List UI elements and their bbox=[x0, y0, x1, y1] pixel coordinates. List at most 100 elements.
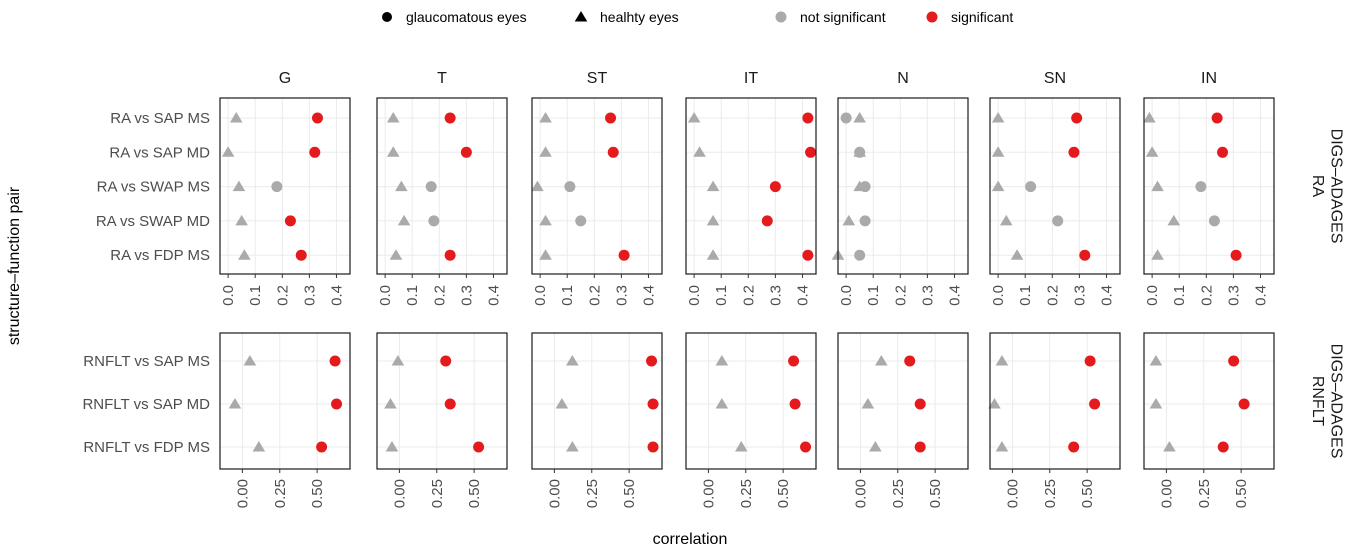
x-tick-label: 0.0 bbox=[1144, 285, 1161, 306]
panel-border bbox=[989, 97, 1121, 275]
panel-border bbox=[837, 332, 969, 470]
x-tick-label: 0.00 bbox=[700, 479, 717, 508]
healthy-point bbox=[988, 398, 1001, 409]
facet-panel: 0.00 0.25 0.50 bbox=[376, 332, 508, 508]
glaucomatous-point bbox=[805, 146, 817, 158]
glaucomatous-point bbox=[1089, 398, 1101, 410]
x-tick-label: 0.3 bbox=[1071, 285, 1088, 306]
healthy-point bbox=[687, 112, 701, 123]
x-tick-label: 0.25 bbox=[1196, 479, 1213, 508]
healthy-point bbox=[1167, 214, 1181, 226]
x-tick-label: 0.50 bbox=[1233, 479, 1250, 508]
x-tick-label: 0.4 bbox=[1252, 285, 1269, 306]
healthy-point bbox=[539, 214, 552, 226]
healthy-point bbox=[566, 441, 579, 452]
healthy-point bbox=[995, 355, 1009, 366]
glaucomatous-point bbox=[309, 146, 321, 158]
y-tick-label: RA vs SAP MS bbox=[110, 110, 210, 127]
y-axis-title: structure–function pair bbox=[6, 186, 23, 345]
glaucomatous-point bbox=[1238, 398, 1250, 410]
x-tick-label: 0.2 bbox=[431, 285, 448, 306]
glaucomatous-point bbox=[428, 215, 440, 227]
x-tick-label: 0.2 bbox=[274, 285, 291, 306]
glaucomatous-point bbox=[1052, 215, 1064, 227]
x-axis-title: correlation bbox=[653, 531, 728, 548]
healthy-point bbox=[706, 249, 720, 260]
glaucomatous-point bbox=[788, 355, 800, 367]
panel-border bbox=[837, 97, 969, 275]
healthy-point bbox=[1010, 249, 1024, 260]
panel-border bbox=[685, 97, 817, 275]
healthy-point bbox=[706, 214, 720, 226]
glaucomatous-point bbox=[312, 112, 323, 124]
x-tick-label: 0.25 bbox=[272, 479, 289, 508]
legend-color-key bbox=[775, 11, 787, 23]
x-tick-label: 0.0 bbox=[990, 285, 1007, 306]
glaucomatous-point bbox=[316, 441, 328, 453]
x-tick-label: 0.50 bbox=[466, 479, 483, 508]
glaucomatous-point bbox=[1068, 146, 1080, 158]
y-tick-label: RNFLT vs SAP MS bbox=[83, 353, 210, 370]
facet-panel: 0.00 0.25 0.50 bbox=[988, 332, 1121, 508]
healthy-point bbox=[1151, 249, 1164, 260]
glaucomatous-point bbox=[914, 441, 926, 453]
healthy-point bbox=[706, 180, 720, 192]
healthy-point bbox=[566, 355, 579, 366]
panel-border bbox=[1143, 97, 1275, 275]
glaucomatous-point bbox=[859, 215, 871, 227]
x-tick-label: 0.25 bbox=[584, 479, 601, 508]
x-tick-label: 0.0 bbox=[686, 285, 703, 306]
healthy-point bbox=[999, 214, 1013, 226]
legend-label: healhty eyes bbox=[600, 9, 679, 25]
y-tick-label: RA vs SWAP MS bbox=[97, 179, 210, 196]
panel-border bbox=[376, 332, 508, 470]
healthy-point bbox=[1145, 146, 1159, 157]
x-tick-label: 0.2 bbox=[1198, 285, 1215, 306]
glaucomatous-point bbox=[761, 215, 773, 227]
glaucomatous-point bbox=[1084, 355, 1096, 367]
x-tick-label: 0.50 bbox=[621, 479, 638, 508]
glaucomatous-point bbox=[284, 215, 296, 227]
glaucomatous-point bbox=[1230, 249, 1242, 261]
panel-border bbox=[685, 332, 817, 470]
facet-panel: 0.0 0.1 0.2 0.3 0.4 bbox=[376, 97, 508, 306]
x-tick-label: 0.1 bbox=[1171, 285, 1188, 306]
x-tick-label: 0.3 bbox=[458, 285, 475, 306]
x-tick-label: 0.50 bbox=[1079, 479, 1096, 508]
x-tick-label: 0.1 bbox=[247, 285, 264, 306]
column-strip-label: SN bbox=[1044, 70, 1066, 87]
y-tick-label: RA vs FDP MS bbox=[110, 247, 210, 264]
healthy-point bbox=[238, 249, 251, 260]
glaucomatous-point bbox=[647, 441, 659, 453]
x-tick-label: 0.00 bbox=[852, 479, 869, 508]
healthy-point bbox=[539, 249, 552, 260]
glaucomatous-point bbox=[647, 398, 659, 410]
y-tick-label: RNFLT vs SAP MD bbox=[82, 396, 210, 413]
facet-panel: 0.0 0.1 0.2 0.3 0.4 bbox=[831, 97, 969, 306]
x-tick-label: 0.1 bbox=[404, 285, 421, 306]
glaucomatous-point bbox=[1195, 181, 1207, 193]
glaucomatous-point bbox=[1211, 112, 1223, 124]
x-tick-label: 0.1 bbox=[1017, 285, 1034, 306]
healthy-point bbox=[991, 180, 1005, 192]
facet-panel: 0.00 0.25 0.50 bbox=[837, 332, 969, 508]
x-tick-label: 0.00 bbox=[391, 479, 408, 508]
facet-panel: 0.0 0.1 0.2 0.3 0.4 bbox=[685, 97, 817, 306]
column-strips: G T ST IT N SN IN bbox=[279, 70, 1217, 87]
y-tick-label: RA vs SWAP MD bbox=[96, 213, 210, 230]
healthy-point bbox=[1143, 112, 1156, 123]
x-tick-label: 0.50 bbox=[927, 479, 944, 508]
column-strip-label: N bbox=[897, 70, 909, 87]
x-tick-label: 0.00 bbox=[234, 479, 251, 508]
x-tick-label: 0.0 bbox=[377, 285, 394, 306]
x-tick-label: 0.2 bbox=[740, 285, 757, 306]
x-tick-label: 0.00 bbox=[1158, 479, 1175, 508]
x-tick-label: 0.0 bbox=[532, 285, 549, 306]
glaucomatous-point bbox=[329, 355, 341, 367]
x-tick-label: 0.1 bbox=[713, 285, 730, 306]
healthy-point bbox=[861, 398, 875, 409]
glaucomatous-point bbox=[1071, 112, 1083, 124]
healthy-point bbox=[221, 146, 235, 157]
glaucomatous-point bbox=[646, 355, 658, 367]
legend: glaucomatous eyes healhty eyes not signifi… bbox=[382, 9, 1013, 25]
